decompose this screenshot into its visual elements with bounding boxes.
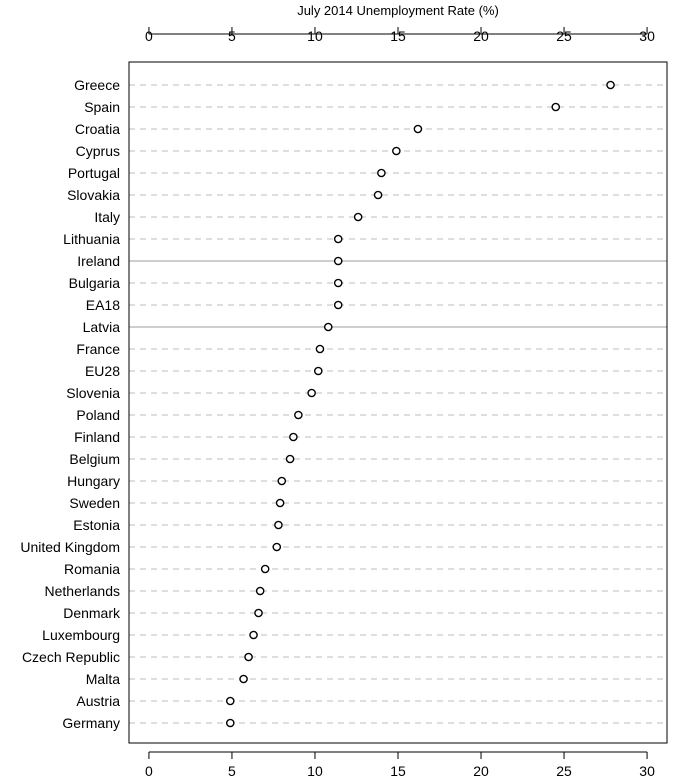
category-label-slovakia: Slovakia [67, 187, 120, 203]
category-label-malta: Malta [86, 671, 120, 687]
category-label-portugal: Portugal [68, 165, 120, 181]
category-label-sweden: Sweden [69, 495, 120, 511]
data-point-ireland [333, 256, 343, 266]
category-label-austria: Austria [76, 693, 120, 709]
top-axis-tick-label-30: 30 [639, 28, 655, 44]
data-point-united-kingdom [272, 542, 282, 552]
category-label-poland: Poland [76, 407, 120, 423]
category-label-finland: Finland [74, 429, 120, 445]
data-point-eu28 [313, 366, 323, 376]
top-axis-tick-label-5: 5 [228, 28, 236, 44]
axes: 0 5 10 15 20 25 30 0 5 10 15 20 25 30 [128, 27, 668, 779]
category-label-czech-republic: Czech Republic [22, 649, 120, 665]
bottom-axis-tick-label-5: 5 [228, 763, 236, 779]
data-point-malta [239, 674, 248, 684]
data-point-czech-republic [244, 652, 253, 662]
data-point-austria [225, 696, 235, 706]
category-label-slovenia: Slovenia [66, 385, 120, 401]
data-point-latvia [323, 322, 333, 332]
data-point-greece [606, 80, 615, 90]
top-axis-tick-label-25: 25 [556, 28, 572, 44]
top-axis-tick-label-20: 20 [473, 28, 489, 44]
category-label-greece: Greece [74, 77, 120, 93]
data-points [225, 80, 615, 728]
data-point-denmark [254, 608, 263, 618]
data-point-luxembourg [249, 630, 258, 640]
data-point-slovakia [373, 190, 383, 200]
data-point-sweden [275, 498, 285, 508]
data-point-bulgaria [333, 278, 343, 288]
category-label-belgium: Belgium [69, 451, 120, 467]
category-label-eu28: EU28 [85, 363, 120, 379]
category-label-ea18: EA18 [86, 297, 120, 313]
data-point-belgium [285, 454, 295, 464]
plot-frame [128, 61, 668, 744]
top-axis-tick-label-15: 15 [390, 28, 406, 44]
data-point-poland [294, 410, 303, 420]
chart-title: July 2014 Unemployment Rate (%) [297, 3, 499, 18]
data-point-cyprus [392, 146, 401, 156]
bottom-axis-tick-label-30: 30 [639, 763, 655, 779]
bottom-axis-tick-label-15: 15 [390, 763, 406, 779]
data-point-finland [289, 432, 298, 442]
data-point-italy [353, 212, 363, 222]
top-axis-tick-label-10: 10 [307, 28, 323, 44]
data-point-portugal [377, 168, 386, 178]
data-point-hungary [277, 476, 287, 486]
category-label-lithuania: Lithuania [63, 231, 120, 247]
category-label-italy: Italy [94, 209, 120, 225]
category-label-hungary: Hungary [67, 473, 120, 489]
data-point-slovenia [307, 388, 316, 398]
data-point-lithuania [333, 234, 343, 244]
category-label-latvia: Latvia [83, 319, 121, 335]
category-label-cyprus: Cyprus [76, 143, 120, 159]
data-point-croatia [413, 124, 423, 134]
bottom-axis-tick-label-25: 25 [556, 763, 572, 779]
category-label-romania: Romania [64, 561, 120, 577]
category-label-estonia: Estonia [73, 517, 120, 533]
top-axis-tick-label-0: 0 [145, 28, 153, 44]
data-point-germany [225, 718, 235, 728]
bottom-axis-tick-label-20: 20 [473, 763, 489, 779]
bottom-axis-tick-label-0: 0 [145, 763, 153, 779]
data-point-netherlands [255, 586, 265, 596]
category-label-luxembourg: Luxembourg [42, 627, 120, 643]
data-point-france [315, 344, 325, 354]
category-label-germany: Germany [62, 715, 120, 731]
data-point-ea18 [333, 300, 343, 310]
category-label-united-kingdom: United Kingdom [20, 539, 120, 555]
data-point-romania [260, 564, 270, 574]
data-point-spain [551, 102, 561, 112]
category-label-spain: Spain [84, 99, 120, 115]
category-label-denmark: Denmark [63, 605, 121, 621]
category-label-croatia: Croatia [75, 121, 120, 137]
category-label-bulgaria: Bulgaria [69, 275, 121, 291]
data-point-estonia [274, 520, 283, 530]
category-label-ireland: Ireland [77, 253, 120, 269]
gridlines [129, 84, 667, 724]
bottom-axis-tick-label-10: 10 [307, 763, 323, 779]
category-labels: Greece Spain Croatia Cyprus Portugal Slovakia… [20, 77, 121, 731]
category-label-netherlands: Netherlands [45, 583, 121, 599]
category-label-france: France [76, 341, 120, 357]
